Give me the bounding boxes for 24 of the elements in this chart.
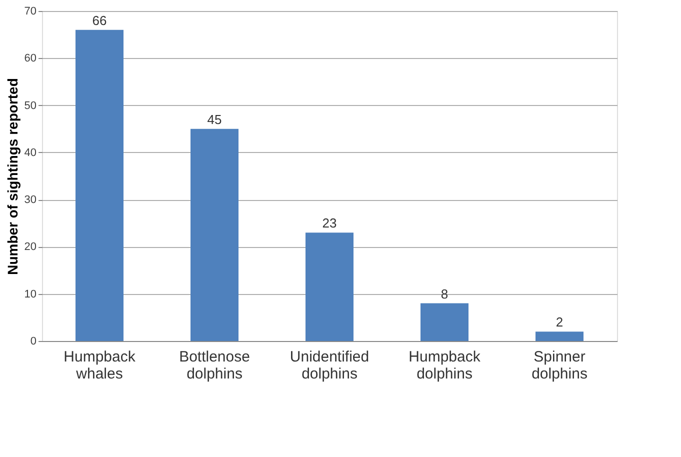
y-tick-label: 20 [24, 241, 36, 254]
bar [536, 332, 584, 341]
y-tick-label: 30 [24, 194, 36, 206]
data-label: 2 [556, 314, 564, 330]
bar [76, 30, 124, 341]
data-label: 8 [440, 286, 448, 302]
y-tick-label: 40 [24, 146, 36, 159]
x-tick-label: Humpback whales [64, 348, 136, 382]
data-label: 45 [207, 112, 222, 127]
y-tick-label: 70 [24, 6, 36, 18]
x-tick-label: Unidentified dolphins [290, 348, 370, 382]
x-tick-label: Spinner dolphins [532, 348, 588, 382]
x-tick-label: Humpback dolphins [408, 348, 481, 382]
x-tick-label: Bottlenose dolphins [179, 348, 250, 382]
bar [190, 128, 238, 341]
y-tick-label: 50 [24, 100, 36, 112]
y-tick-label: 60 [24, 52, 36, 65]
y-axis-title: Number of sightings reported [4, 78, 20, 275]
data-label: 23 [322, 216, 337, 231]
bar [420, 303, 468, 341]
y-tick-label: 10 [24, 288, 36, 300]
y-tick-label: 0 [30, 336, 36, 348]
bar [306, 232, 354, 341]
data-label: 66 [92, 12, 107, 28]
